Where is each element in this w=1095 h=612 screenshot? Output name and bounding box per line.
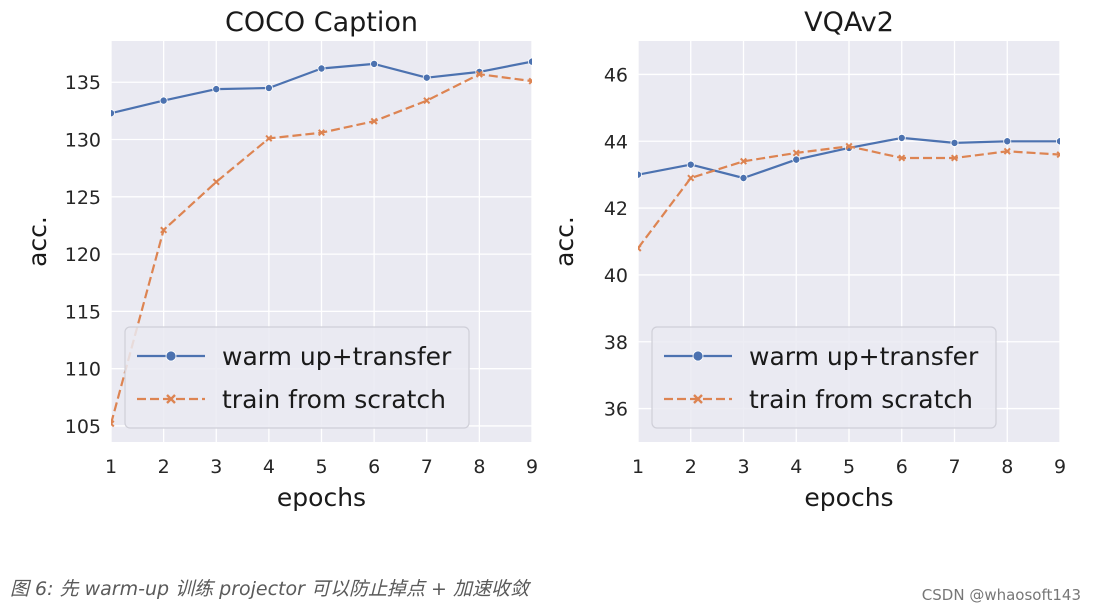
- x-tick-label: 9: [526, 456, 538, 478]
- data-point: [370, 59, 379, 68]
- x-tick-label: 8: [1001, 456, 1013, 478]
- data-point: [638, 244, 642, 252]
- y-tick-label: 42: [604, 198, 628, 220]
- data-point: [264, 83, 273, 92]
- legend: warm up+transfer train from scratch: [124, 326, 470, 429]
- data-point: [370, 117, 378, 125]
- data-point: [950, 138, 959, 147]
- data-point: [265, 134, 273, 142]
- data-point: [317, 129, 326, 137]
- y-tick-label: 44: [604, 131, 628, 153]
- y-tick-label: 130: [65, 130, 101, 152]
- y-tick-label: 115: [65, 301, 101, 323]
- data-point: [638, 170, 642, 179]
- data-point: [1056, 151, 1060, 159]
- y-tick-label: 135: [65, 72, 101, 94]
- chart-title: COCO Caption: [225, 7, 418, 38]
- data-point: [897, 133, 906, 142]
- y-tick-label: 105: [65, 416, 101, 438]
- x-tick-label: 7: [948, 456, 960, 478]
- x-tick-label: 3: [210, 456, 222, 478]
- x-tick-label: 6: [368, 456, 380, 478]
- x-tick-label: 9: [1054, 456, 1066, 478]
- data-point: [111, 420, 115, 428]
- data-point: [1056, 137, 1060, 146]
- series-2: [111, 70, 532, 428]
- legend-box: [651, 326, 997, 429]
- series-1: [111, 57, 532, 118]
- data-point: [898, 154, 906, 162]
- data-point: [739, 174, 748, 183]
- data-point: [212, 85, 221, 94]
- x-tick-label: 4: [790, 456, 802, 478]
- chart-title: VQAv2: [804, 7, 894, 38]
- chart-2: 1 2 3 4 5 6 7 8 9 36 38 40 42 44 46 VQAv2 epochs acc. warm…: [550, 7, 1066, 512]
- data-point: [528, 77, 532, 85]
- data-point: [1003, 147, 1011, 155]
- data-point: [845, 142, 853, 150]
- x-tick-label: 8: [473, 456, 485, 478]
- figure-caption: 图 6: 先 warm-up 训练 projector 可以防止掉点 + 加速收…: [10, 578, 529, 600]
- data-point: [475, 70, 483, 78]
- legend-marker: [165, 350, 177, 362]
- x-tick-label: 5: [315, 456, 327, 478]
- x-axis-label: epochs: [804, 483, 893, 512]
- data-point: [528, 57, 532, 66]
- y-tick-label: 36: [604, 399, 628, 421]
- x-tick-label: 1: [632, 456, 644, 478]
- y-tick-label: 46: [604, 64, 628, 86]
- legend-label: warm up+transfer: [222, 342, 452, 371]
- data-point: [160, 226, 168, 234]
- series-2: [638, 142, 1060, 252]
- series-1: [638, 133, 1060, 183]
- y-tick-label: 120: [65, 244, 101, 266]
- data-point: [686, 160, 695, 169]
- x-tick-label: 2: [158, 456, 170, 478]
- y-tick-label: 110: [65, 359, 101, 381]
- data-point: [111, 109, 115, 118]
- legend-box: [124, 326, 470, 429]
- data-point: [422, 73, 431, 82]
- y-tick-label: 125: [65, 187, 101, 209]
- data-point: [423, 97, 431, 105]
- chart-1: 1 2 3 4 5 6 7 8 9 105 110 115 120 125 130 135 COCO Capti…: [23, 7, 538, 512]
- data-point: [687, 174, 695, 182]
- x-tick-label: 6: [896, 456, 908, 478]
- watermark: CSDN @whaosoft143: [921, 586, 1081, 604]
- data-point: [792, 149, 800, 157]
- legend-marker: [692, 350, 704, 362]
- x-tick-label: 4: [263, 456, 275, 478]
- x-axis-label: epochs: [277, 483, 366, 512]
- data-point: [950, 154, 959, 162]
- x-tick-label: 2: [685, 456, 697, 478]
- data-point: [1003, 137, 1012, 146]
- data-point: [739, 157, 748, 165]
- data-point: [159, 96, 168, 105]
- data-point: [317, 64, 326, 73]
- legend-marker: [693, 394, 703, 404]
- x-tick-label: 7: [421, 456, 433, 478]
- x-tick-label: 5: [843, 456, 855, 478]
- legend: warm up+transfer train from scratch: [651, 326, 997, 429]
- y-axis-label: acc.: [550, 216, 579, 267]
- y-tick-label: 40: [604, 265, 628, 287]
- legend-label: train from scratch: [749, 385, 973, 414]
- y-axis-label: acc.: [23, 216, 52, 267]
- legend-label: warm up+transfer: [749, 342, 979, 371]
- data-point: [792, 155, 801, 164]
- data-point: [212, 178, 220, 186]
- x-tick-label: 1: [105, 456, 117, 478]
- x-tick-label: 3: [737, 456, 749, 478]
- legend-label: train from scratch: [222, 385, 446, 414]
- legend-marker: [166, 394, 176, 404]
- y-tick-label: 38: [604, 332, 628, 354]
